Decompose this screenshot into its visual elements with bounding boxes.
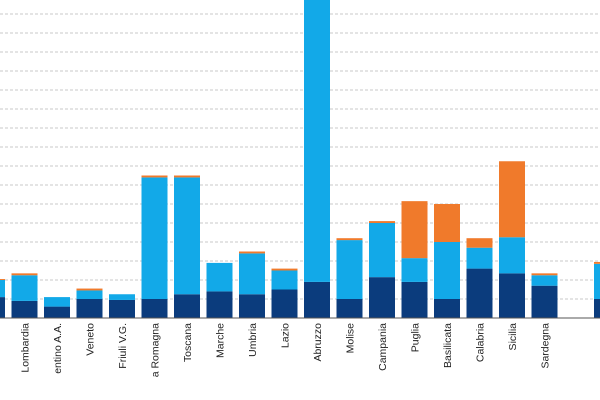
bar-segment-orange <box>594 261 600 264</box>
bar-segment-orange <box>531 273 558 276</box>
x-tick-label: Lombardia <box>20 323 32 373</box>
x-tick-label: Friuli V.G. <box>117 323 129 369</box>
bar-segment-dark <box>531 285 558 318</box>
bar-stack <box>499 161 525 318</box>
gridlines <box>0 13 600 300</box>
bar-stack <box>141 175 168 318</box>
bar-stack <box>271 268 298 318</box>
bar-segment-orange <box>466 238 493 248</box>
bar-stack <box>76 288 103 318</box>
bar-stack <box>466 238 493 318</box>
bar-segment-light <box>44 297 70 307</box>
x-tick-label: Sicilia <box>507 323 519 351</box>
bar-stack <box>304 0 330 318</box>
bar-segment-dark <box>141 299 168 318</box>
bar-segment-dark <box>109 299 135 318</box>
x-tick-label: Lazio <box>280 323 292 348</box>
bar-segment-orange <box>11 273 38 276</box>
bar-segment-orange <box>76 288 103 291</box>
x-tick-label: Toscana <box>182 323 194 362</box>
bar-stack <box>206 262 233 318</box>
bar-stack <box>239 251 265 318</box>
bar-segment-dark <box>594 299 600 318</box>
bar-segment-dark <box>304 281 330 318</box>
bar-segment-light <box>594 263 600 299</box>
x-tick-label: entino A.A. <box>52 323 64 374</box>
bar-segment-orange <box>499 161 525 238</box>
x-tick-label: Umbria <box>247 323 259 357</box>
bar-segment-light <box>336 240 363 299</box>
bar-segment-dark <box>206 291 233 318</box>
x-tick-label: Basilicata <box>442 323 454 368</box>
bar-segment-dark <box>499 273 525 318</box>
bar-segment-dark <box>239 294 265 318</box>
x-tick-label: Campania <box>377 323 389 371</box>
bar-segment-light <box>499 237 525 274</box>
bar-segment-light <box>434 242 460 299</box>
bar-segment-light <box>401 258 428 282</box>
bar-stack <box>369 221 395 318</box>
bar-segment-light <box>304 0 330 282</box>
bar-segment-dark <box>0 297 5 318</box>
x-tick-label: Molise <box>345 323 357 354</box>
bar-segment-dark <box>11 300 38 318</box>
x-tick-label: Marche <box>215 323 227 358</box>
bar-stack <box>11 273 38 318</box>
bar-segment-light <box>11 275 38 301</box>
bar-segment-dark <box>174 294 200 318</box>
x-tick-label: Veneto <box>85 323 97 356</box>
bar-segment-light <box>369 223 395 278</box>
x-tick-label: Sardegna <box>540 323 552 369</box>
bar-stack <box>531 273 558 318</box>
bar-segment-dark <box>401 281 428 318</box>
bar-segment-orange <box>401 201 428 259</box>
bar-stack <box>434 204 460 318</box>
x-tick-label: a Romagna <box>150 323 162 377</box>
bar-stack <box>44 297 70 318</box>
bar-segment-light <box>0 280 5 298</box>
bar-stack <box>594 261 600 318</box>
bar-segment-orange <box>434 204 460 242</box>
bar-segment-orange <box>239 251 265 254</box>
bar-stack <box>109 294 135 318</box>
bar-segment-orange <box>271 268 298 271</box>
x-tick-label: Abruzzo <box>312 323 324 362</box>
bar-segment-orange <box>369 221 395 223</box>
bar-segment-light <box>174 177 200 295</box>
bar-segment-dark <box>271 289 298 318</box>
bar-segment-light <box>206 262 233 292</box>
bar-segment-orange <box>141 175 168 178</box>
bar-stack <box>174 175 200 318</box>
bar-segment-orange <box>0 279 5 280</box>
bar-stack <box>336 238 363 318</box>
bar-segment-light <box>531 275 558 286</box>
x-tick-label: Calabria <box>475 323 487 362</box>
bar-segment-light <box>239 253 265 295</box>
x-tick-labels: Lombardia entino A.A. Veneto Friuli V.G. a R… <box>20 323 552 377</box>
bar-segment-light <box>141 177 168 299</box>
bar-segment-light <box>271 270 298 290</box>
bar-stack <box>0 279 5 318</box>
bar-segment-dark <box>44 306 70 318</box>
bar-segment-dark <box>434 299 460 318</box>
bar-segment-dark <box>336 299 363 318</box>
bar-segment-orange <box>336 238 363 241</box>
bar-stack <box>401 201 428 318</box>
bar-segment-light <box>466 247 493 269</box>
bar-segment-dark <box>466 268 493 318</box>
bar-segment-dark <box>369 277 395 318</box>
bar-segment-orange <box>174 175 200 178</box>
x-tick-label: Puglia <box>410 323 422 352</box>
bar-segment-dark <box>76 299 103 318</box>
bar-segment-light <box>76 290 103 299</box>
bar-stacks <box>0 0 600 318</box>
bar-segment-light <box>109 294 135 300</box>
